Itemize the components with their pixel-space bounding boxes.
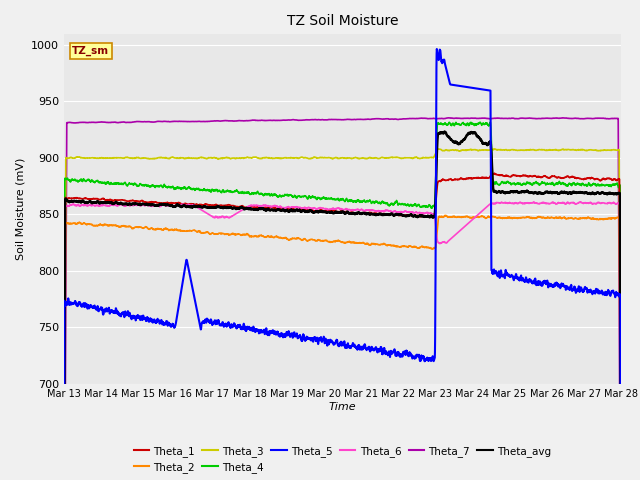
Text: TZ_sm: TZ_sm: [72, 46, 109, 56]
Y-axis label: Soil Moisture (mV): Soil Moisture (mV): [15, 157, 26, 260]
X-axis label: Time: Time: [328, 402, 356, 412]
Legend: Theta_1, Theta_2, Theta_3, Theta_4, Theta_5, Theta_6, Theta_7, Theta_avg: Theta_1, Theta_2, Theta_3, Theta_4, Thet…: [129, 442, 556, 477]
Title: TZ Soil Moisture: TZ Soil Moisture: [287, 14, 398, 28]
